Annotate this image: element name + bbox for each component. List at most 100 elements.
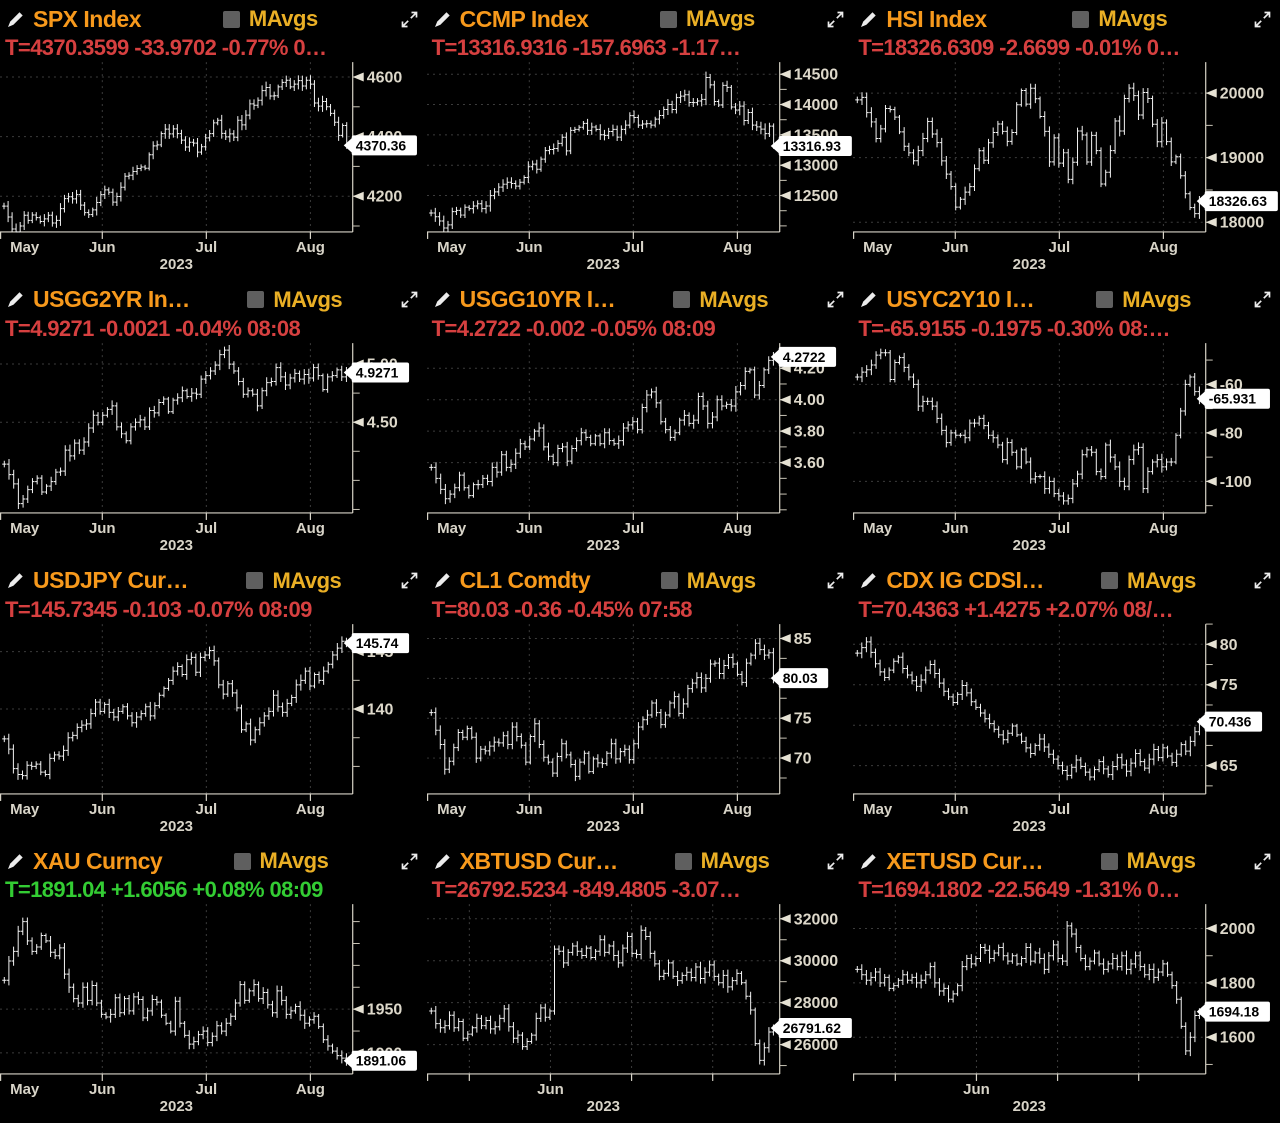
ticker-label[interactable]: XBTUSD Cur… [459, 847, 619, 874]
svg-text:May: May [863, 239, 893, 256]
svg-text:Aug: Aug [296, 520, 325, 537]
mavgs-label: MAvgs [259, 848, 329, 874]
ticker-label[interactable]: XETUSD Cur… [886, 847, 1044, 874]
expand-icon[interactable] [826, 10, 845, 29]
panel-header: XETUSD Cur… MAvgs [853, 842, 1280, 877]
panel-cdx-ig: CDX IG CDSI… MAvgs T=70.4363 +1.4275 +2.… [853, 562, 1280, 843]
svg-text:Jun: Jun [963, 1081, 990, 1098]
expand-icon[interactable] [826, 571, 845, 590]
ticker-label[interactable]: CCMP Index [459, 5, 589, 32]
edit-pencil-icon[interactable] [433, 852, 452, 871]
edit-pencil-icon[interactable] [859, 10, 878, 29]
expand-icon[interactable] [826, 852, 845, 871]
svg-text:Jun: Jun [516, 800, 543, 817]
mavgs-group: MAvgs [660, 568, 756, 594]
svg-text:Jul: Jul [1049, 239, 1071, 256]
mavgs-checkbox[interactable] [660, 572, 678, 589]
ticker-label[interactable]: HSI Index [886, 5, 987, 32]
expand-icon[interactable] [400, 290, 419, 309]
ticker-label[interactable]: USYC2Y10 I… [886, 286, 1035, 313]
mavgs-checkbox[interactable] [246, 572, 264, 589]
panel-header: XAU Curncy MAvgs [0, 842, 427, 877]
price-chart[interactable]: 460044004200MayJunJulAug20234370.36 [0, 60, 427, 277]
svg-text:1950: 1950 [367, 1002, 403, 1019]
svg-text:14000: 14000 [793, 97, 838, 114]
ticker-label[interactable]: CL1 Comdty [459, 567, 591, 593]
expand-icon[interactable] [1253, 571, 1272, 590]
edit-pencil-icon[interactable] [859, 571, 878, 590]
expand-icon[interactable] [400, 10, 419, 29]
edit-pencil-icon[interactable] [433, 290, 452, 309]
mavgs-label: MAvgs [273, 286, 343, 312]
price-chart[interactable]: 20000 19000 18000 May Jun Jul Aug 2023 18326.63 [853, 60, 1280, 277]
svg-text:Jul: Jul [622, 239, 644, 256]
price-chart[interactable]: 80757065MayJunJulAug202370.436 [853, 622, 1280, 839]
svg-text:75: 75 [793, 710, 811, 727]
expand-icon[interactable] [1253, 852, 1272, 871]
expand-icon[interactable] [1253, 290, 1272, 309]
price-chart[interactable]: 32000 30000 28000 26000 Jun 2023 26791.62 [426, 902, 854, 1119]
price-chart[interactable]: 145140MayJunJulAug2023145.74 [0, 622, 427, 839]
edit-pencil-icon[interactable] [859, 290, 878, 309]
svg-text:May: May [10, 1081, 40, 1098]
svg-text:May: May [437, 520, 467, 537]
svg-text:13000: 13000 [793, 158, 838, 175]
svg-text:Jun: Jun [89, 1081, 116, 1098]
svg-text:Jul: Jul [1049, 800, 1071, 817]
svg-text:Jul: Jul [196, 239, 218, 256]
edit-pencil-icon[interactable] [6, 290, 25, 309]
expand-icon[interactable] [826, 290, 845, 309]
edit-pencil-icon[interactable] [6, 571, 25, 590]
edit-pencil-icon[interactable] [6, 10, 25, 29]
mavgs-group: MAvgs [1096, 287, 1191, 313]
edit-pencil-icon[interactable] [6, 852, 25, 871]
price-chart[interactable]: 2000 1800 1600 Jun 2023 1694.18 [853, 902, 1280, 1119]
svg-text:18000: 18000 [1220, 215, 1265, 232]
quote-line: T=1891.04 +1.6056 +0.08% 08:09 [5, 877, 323, 903]
ticker-label[interactable]: USGG2YR In… [33, 286, 190, 313]
mavgs-checkbox[interactable] [659, 10, 677, 28]
mavgs-checkbox[interactable] [1072, 10, 1090, 28]
svg-text:14500: 14500 [793, 67, 838, 84]
ticker-label[interactable]: USDJPY Cur… [33, 567, 189, 593]
mavgs-checkbox[interactable] [674, 852, 692, 870]
mavgs-label: MAvgs [685, 6, 755, 31]
ticker-label[interactable]: USGG10YR I… [459, 286, 616, 313]
svg-text:80: 80 [1220, 636, 1238, 653]
svg-text:70.436: 70.436 [1209, 713, 1252, 729]
svg-text:80.03: 80.03 [782, 670, 817, 686]
mavgs-checkbox[interactable] [673, 291, 691, 309]
price-chart[interactable]: 85807570MayJunJulAug202380.03 [426, 622, 854, 839]
svg-text:Aug: Aug [296, 1081, 325, 1098]
mavgs-checkbox[interactable] [1096, 291, 1114, 309]
edit-pencil-icon[interactable] [433, 10, 452, 29]
ticker-label[interactable]: XAU Curncy [33, 847, 163, 874]
mavgs-checkbox[interactable] [222, 10, 240, 28]
mavgs-checkbox[interactable] [247, 291, 265, 309]
ticker-label[interactable]: SPX Index [33, 5, 141, 32]
svg-text:2023: 2023 [160, 256, 193, 273]
ticker-label[interactable]: CDX IG CDSI… [886, 567, 1044, 593]
svg-text:1600: 1600 [1220, 1030, 1256, 1047]
svg-text:Aug: Aug [1149, 800, 1178, 817]
panel-header: XBTUSD Cur… MAvgs [427, 842, 854, 877]
svg-text:2023: 2023 [1013, 1098, 1046, 1115]
svg-text:32000: 32000 [793, 912, 838, 929]
expand-icon[interactable] [400, 852, 419, 871]
expand-icon[interactable] [1253, 10, 1272, 29]
mavgs-checkbox[interactable] [1100, 852, 1118, 870]
expand-icon[interactable] [400, 571, 419, 590]
edit-pencil-icon[interactable] [859, 852, 878, 871]
mavgs-checkbox[interactable] [233, 852, 251, 870]
svg-text:1800: 1800 [1220, 976, 1256, 993]
mavgs-checkbox[interactable] [1101, 572, 1119, 589]
svg-text:2023: 2023 [1013, 256, 1046, 273]
price-chart[interactable]: 19501900MayJunJulAug20231891.06 [0, 902, 427, 1119]
edit-pencil-icon[interactable] [433, 571, 452, 590]
quote-line: T=18326.6309 -2.6699 -0.01% 0… [858, 35, 1180, 60]
